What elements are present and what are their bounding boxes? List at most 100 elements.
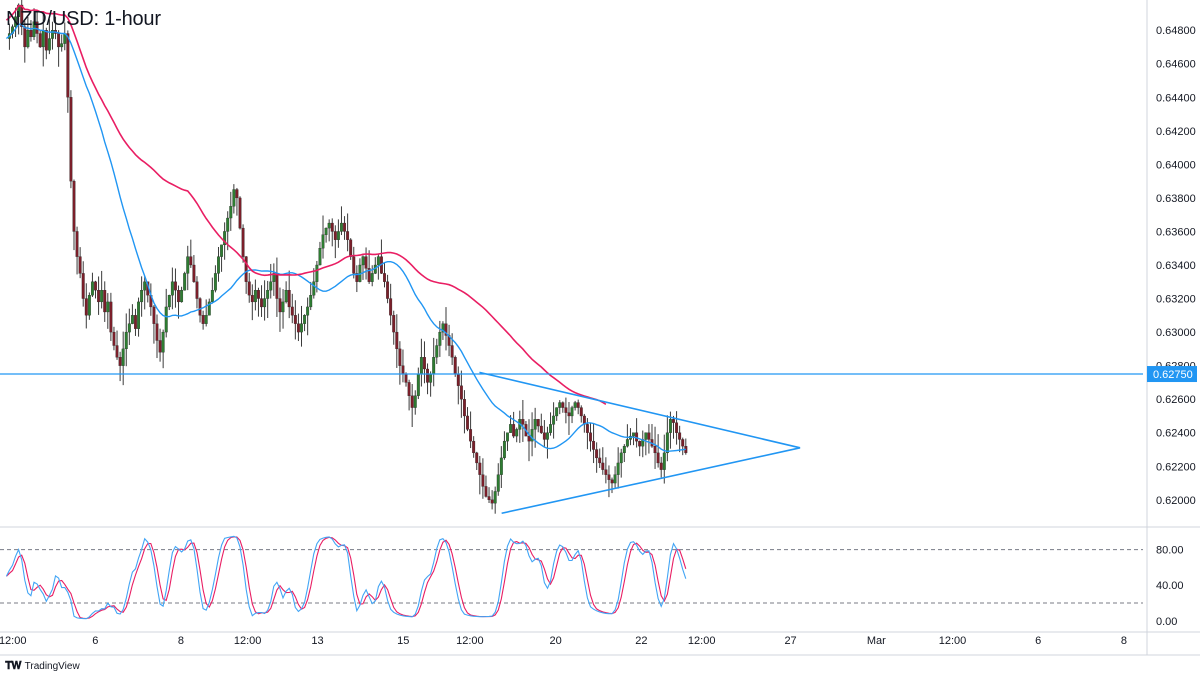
candle-up [533,419,537,430]
candle-up [130,315,134,324]
time-axis-tick-label: 6 [92,635,98,647]
time-axis-tick-label: 12:00 [939,635,967,647]
candle-up [376,256,380,266]
candle-down [521,419,525,425]
candle-down [579,407,583,417]
candle-down [260,298,263,308]
candle-down [235,189,239,199]
candle-up [303,315,307,324]
candle-down [659,462,663,470]
candle-down [450,345,454,358]
candle-down [287,290,291,308]
candle-down [118,357,122,366]
support-price-badge [1147,366,1197,383]
candle-down [478,462,482,475]
candle-down [527,435,531,442]
candle-down [395,331,399,350]
candle-down [115,345,119,358]
candle-down [257,290,260,299]
time-axis-tick-label: 22 [635,635,647,647]
candle-up [167,295,171,308]
candle-up [47,38,51,51]
candle-up [41,30,45,48]
candle-up [644,432,648,440]
candle-down [466,415,469,430]
candle-down [201,315,205,324]
oscillator-axis-tick-label: 40.00 [1156,580,1184,592]
candle-down [155,323,159,341]
candle-up [100,290,104,303]
candle-up [164,306,168,333]
candle-up [137,301,141,329]
candle-down [20,4,24,27]
candle-down [247,281,251,296]
candle-down [250,295,254,303]
candle-up [555,407,559,417]
candle-up [496,474,500,492]
time-axis-tick-label: 13 [311,635,323,647]
candle-down [444,323,448,336]
candle-up [232,189,236,207]
candle-down [678,432,682,440]
price-axis-tick-label: 0.63400 [1156,260,1196,272]
stochastic-k-line [5,535,687,620]
candle-down [35,21,39,34]
candle-up [549,424,552,433]
candle-down [536,419,540,427]
time-axis-tick-label: 12:00 [234,635,262,647]
candle-up [321,234,325,249]
candle-down [410,395,414,408]
candle-up [361,256,365,266]
candle-up [60,43,64,48]
candle-down [75,231,79,257]
candle-up [229,206,233,219]
price-axis-tick-label: 0.63800 [1156,193,1196,205]
candle-up [616,462,620,475]
candle-down [296,323,300,333]
candle-up [336,231,340,240]
candle-down [610,479,614,484]
candle-down [57,33,61,48]
candle-up [269,281,273,291]
candle-up [419,357,423,375]
time-axis-tick-label: 8 [178,635,184,647]
tradingview-brand[interactable]: 𝐓𝐖 TradingView [5,660,80,673]
time-axis-tick-label: 12:00 [688,635,716,647]
candle-down [459,385,463,400]
price-axis-tick-label: 0.63000 [1156,327,1196,339]
candle-up [204,315,208,324]
candle-down [290,306,294,316]
candle-down [647,432,651,440]
candle-up [309,295,313,308]
candle-up [266,290,270,299]
candle-down [152,306,156,324]
candle-up [552,415,556,425]
candle-down [278,298,282,313]
candle-down [592,440,596,450]
candle-up [207,301,211,316]
candle-up [493,491,497,504]
candle-down [330,222,334,232]
candle-up [263,298,267,308]
candle-down [81,273,85,299]
time-axis-tick-label: 12:00 [456,635,484,647]
candle-up [300,323,303,333]
candle-down [355,273,359,282]
candle-up [318,248,322,266]
candle-down [238,197,242,229]
candle-down [472,440,476,454]
candle-down [490,499,494,504]
candle-down [38,33,42,48]
candle-down [364,256,368,269]
candle-up [183,273,187,291]
candle-down [481,474,485,487]
candle-down [352,256,356,274]
price-axis-tick-label: 0.64600 [1156,59,1196,71]
candle-up [509,424,513,433]
candle-up [186,256,190,274]
candle-up [284,290,288,303]
candle-up [632,432,635,437]
candle-up [210,290,214,303]
